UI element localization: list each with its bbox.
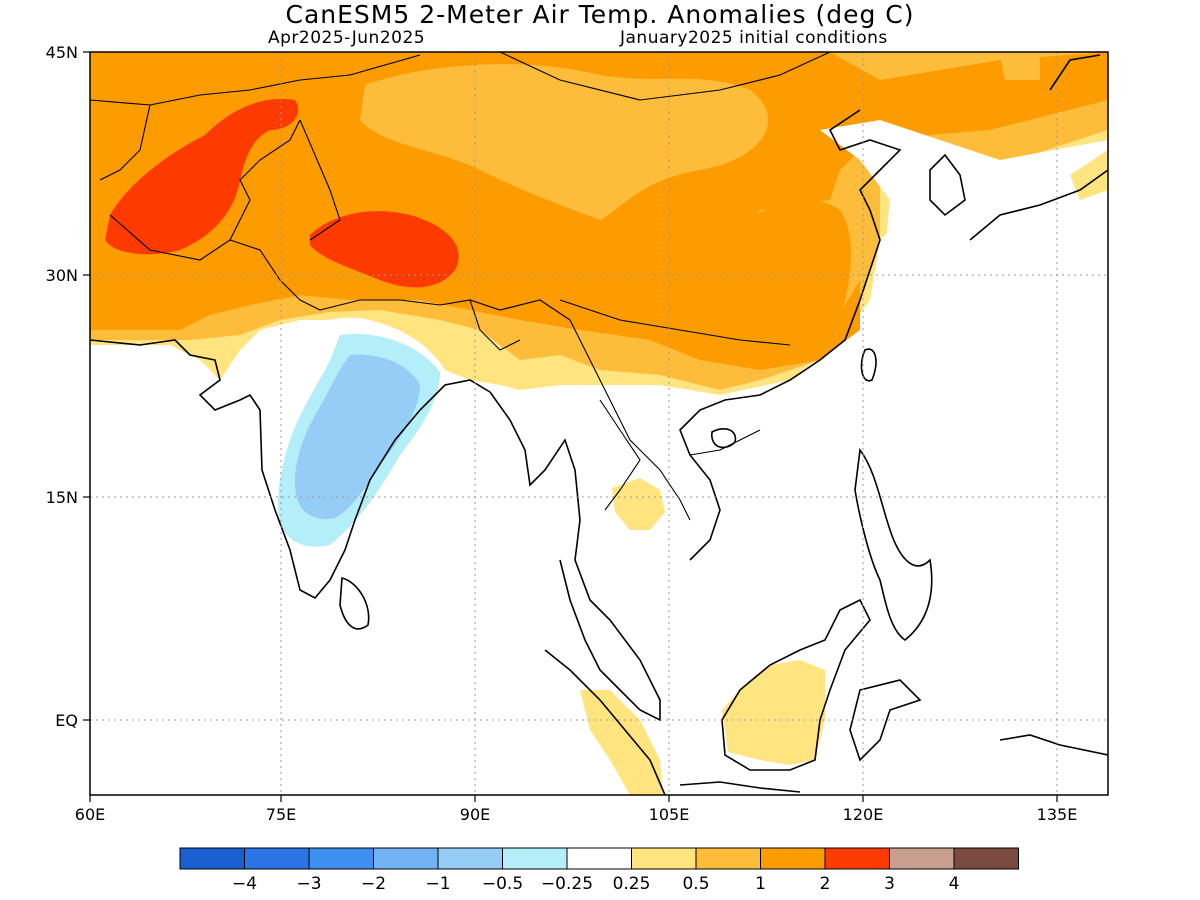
colorbar-label: 4 (949, 874, 960, 894)
colorbar-label: −3 (296, 874, 321, 894)
colorbar-swatch (631, 847, 697, 870)
border-china-interior (559, 299, 791, 346)
anomaly-fields (90, 52, 1108, 795)
anomaly-patch-1-2-china (727, 200, 851, 360)
lon-tick-135e: 135E (1037, 805, 1078, 824)
colorbar-label: 0.25 (613, 874, 651, 894)
colorbar-swatch (244, 847, 310, 870)
colorbar-label: 2 (820, 874, 831, 894)
colorbar: −4 −3 −2 −1 −0.5 −0.25 0.25 0.5 1 2 3 4 (179, 847, 1019, 894)
coastline-sulawesi (849, 679, 922, 762)
colorbar-swatch (308, 847, 374, 870)
lon-tick-120e: 120E (843, 805, 884, 824)
country-borders (90, 52, 831, 521)
lat-tick-30n: 30N (46, 266, 78, 285)
coastline-sri-lanka (339, 576, 370, 630)
colorbar-label: 0.5 (682, 874, 709, 894)
lon-tick-75e: 75E (266, 805, 296, 824)
anomaly-patch-0.5-1-tibet (360, 64, 769, 220)
anomaly-band-cool-1 (294, 354, 420, 520)
gridlines (90, 52, 1108, 795)
coastline-sumatra (544, 649, 666, 795)
lon-tick-60e: 60E (75, 805, 105, 824)
colorbar-swatch (760, 847, 826, 870)
colorbar-swatch (695, 847, 761, 870)
anomaly-patch-japan (1000, 55, 1040, 80)
map-title: CanESM5 2-Meter Air Temp. Anomalies (deg… (285, 0, 915, 29)
lon-tick-90e: 90E (460, 805, 490, 824)
colorbar-label: −1 (425, 874, 450, 894)
border-afghanistan-pakistan (109, 119, 301, 261)
anomaly-patch-sumatra (580, 690, 663, 795)
colorbar-label: 1 (755, 874, 766, 894)
colorbar-swatch (502, 847, 568, 870)
lon-tick-105e: 105E (649, 805, 690, 824)
border-india-pakistan (229, 239, 321, 311)
coastal-gap-korea (820, 120, 1108, 795)
coastline-taiwan (860, 348, 877, 382)
anomaly-patch-borneo (722, 660, 825, 765)
coastal-gap-japan (1070, 150, 1108, 200)
tick-marks (83, 51, 1058, 802)
border-se-asia (569, 319, 761, 521)
border-central-asia (90, 74, 351, 181)
anomaly-max-tibet (310, 211, 459, 288)
colorbar-swatch (889, 847, 955, 870)
lat-tick-45n: 45N (46, 43, 78, 62)
colorbar-label: 3 (884, 874, 895, 894)
border-tibet (299, 119, 521, 351)
map-frame (89, 51, 1109, 796)
anomaly-patch-cambodia (612, 478, 665, 530)
lat-tick-15n: 15N (46, 488, 78, 507)
colorbar-swatch (953, 847, 1019, 870)
colorbar-swatch (824, 847, 890, 870)
border-china-mongolia (349, 52, 831, 101)
coastline-korea (929, 153, 966, 217)
coastline-myanmar-malay (489, 391, 661, 722)
colorbar-swatch (179, 847, 245, 870)
coastline-java (679, 781, 801, 793)
forecast-period: Apr2025-Jun2025 (268, 28, 426, 48)
coastlines (90, 54, 1108, 795)
coastline-new-guinea (999, 734, 1108, 756)
colorbar-label: −0.5 (482, 874, 523, 894)
coastline-india-arabian (90, 339, 491, 600)
colorbar-label: −0.25 (541, 874, 593, 894)
coastline-borneo (721, 598, 871, 771)
colorbar-label: −4 (232, 874, 257, 894)
initial-conditions: January2025 initial conditions (620, 28, 888, 48)
colorbar-label: −2 (361, 874, 386, 894)
colorbar-swatch (566, 847, 632, 870)
lat-tick-eq: EQ (55, 711, 78, 730)
coastline-japan (969, 54, 1108, 241)
anomaly-max-afghanistan (105, 99, 299, 255)
colorbar-swatch (437, 847, 503, 870)
border-india-nepal (319, 299, 571, 321)
colorbar-swatch (373, 847, 439, 870)
coastline-vietnam (679, 109, 902, 561)
coastline-philippines (854, 447, 933, 641)
